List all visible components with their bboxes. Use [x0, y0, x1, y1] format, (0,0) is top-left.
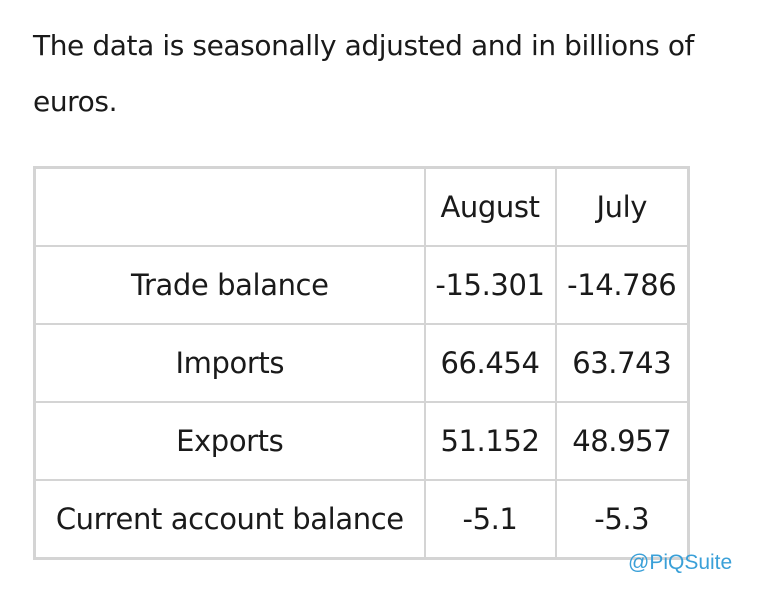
cell-august: -15.301	[423, 245, 557, 325]
header-cell-empty	[33, 166, 426, 247]
cell-august: 51.152	[423, 401, 557, 481]
table-row: Trade balance -15.301 -14.786	[33, 245, 690, 325]
table-row: Imports 66.454 63.743	[33, 323, 690, 403]
cell-july: 63.743	[554, 323, 690, 403]
watermark: @PiQSuite	[628, 551, 733, 574]
cell-august: -5.1	[423, 479, 557, 560]
row-label: Imports	[33, 323, 426, 403]
header-cell-july: July	[554, 166, 690, 247]
cell-july: 48.957	[554, 401, 690, 481]
cell-july: -14.786	[554, 245, 690, 325]
table-row: Current account balance -5.1 -5.3	[33, 479, 690, 560]
data-table: August July Trade balance -15.301 -14.78…	[33, 166, 690, 560]
row-label: Exports	[33, 401, 426, 481]
cell-july: -5.3	[554, 479, 690, 560]
header-row: August July	[33, 166, 690, 247]
intro-text: The data is seasonally adjusted and in b…	[33, 29, 695, 118]
row-label: Trade balance	[33, 245, 426, 325]
cell-august: 66.454	[423, 323, 557, 403]
row-label: Current account balance	[33, 479, 426, 560]
header-cell-august: August	[423, 166, 557, 247]
table-row: Exports 51.152 48.957	[33, 401, 690, 481]
